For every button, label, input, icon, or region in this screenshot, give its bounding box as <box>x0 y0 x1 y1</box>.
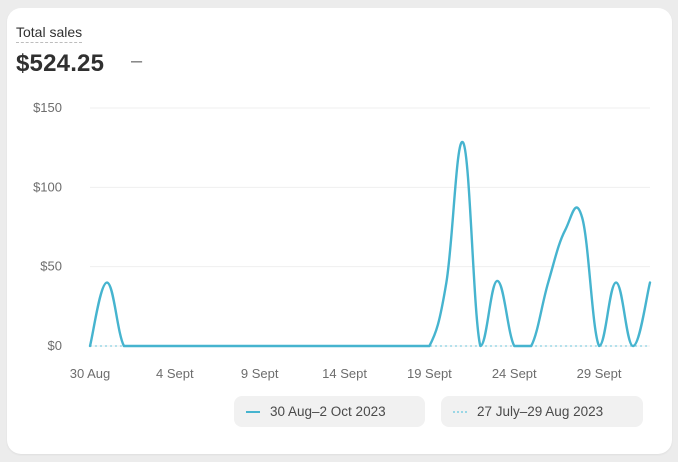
total-sales-value: $524.25 <box>16 50 105 77</box>
solid-line-icon <box>246 410 260 413</box>
legend-label-current: 30 Aug–2 Oct 2023 <box>270 404 386 419</box>
y-tick-label: $150 <box>33 100 62 115</box>
x-tick-label: 4 Sept <box>156 366 194 381</box>
x-tick-label: 24 Sept <box>492 366 537 381</box>
x-tick-label: 30 Aug <box>70 366 111 381</box>
total-sales-card <box>7 8 672 454</box>
series-line-current <box>88 140 652 348</box>
y-tick-label: $50 <box>40 259 62 274</box>
y-tick-label: $100 <box>33 179 62 194</box>
x-tick-label: 9 Sept <box>241 366 279 381</box>
x-tick-label: 14 Sept <box>322 366 367 381</box>
y-tick-label: $0 <box>48 338 62 353</box>
card-title[interactable]: Total sales <box>16 24 83 43</box>
dotted-line-icon <box>453 410 467 413</box>
x-tick-label: 19 Sept <box>407 366 452 381</box>
legend-label-previous: 27 July–29 Aug 2023 <box>477 404 604 419</box>
legend-item-current[interactable]: 30 Aug–2 Oct 2023 <box>234 396 425 427</box>
change-indicator: – <box>131 50 143 72</box>
x-tick-label: 29 Sept <box>577 366 622 381</box>
legend-item-previous[interactable]: 27 July–29 Aug 2023 <box>441 396 643 427</box>
